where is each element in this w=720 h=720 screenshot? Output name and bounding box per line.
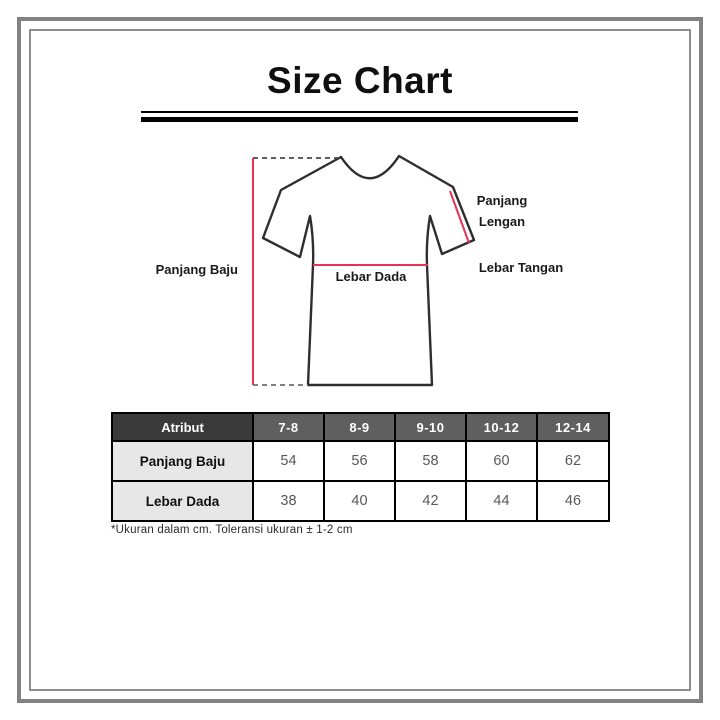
value-cell: 44: [465, 480, 538, 522]
column-header-atribut: Atribut: [111, 412, 254, 442]
column-header-size-8-9: 8-9: [323, 412, 396, 442]
table-row-lebar-dada: Lebar Dada 38 40 42 44 46: [111, 480, 610, 522]
value-cell: 40: [323, 480, 396, 522]
value-cell: 38: [252, 480, 325, 522]
outer-frame-border: [17, 17, 703, 703]
value-cell: 60: [465, 440, 538, 482]
row-label-panjang-baju: Panjang Baju: [111, 440, 254, 482]
value-cell: 46: [536, 480, 610, 522]
label-lebar-dada: Lebar Dada: [335, 269, 407, 284]
column-header-size-10-12: 10-12: [465, 412, 538, 442]
column-header-size-7-8: 7-8: [252, 412, 325, 442]
size-table: Atribut 7-8 8-9 9-10 10-12 12-14 Panjang…: [111, 412, 610, 522]
divider-thick-line: [141, 117, 578, 122]
page-title: Size Chart: [267, 60, 453, 101]
title-divider: [141, 111, 578, 122]
value-cell: 42: [394, 480, 467, 522]
label-panjang-lengan: Panjang Lengan: [458, 190, 546, 232]
tshirt-outline: [261, 154, 476, 387]
sleeve-length-measure-line: [449, 190, 470, 244]
inner-frame-border: [29, 29, 691, 691]
table-row-panjang-baju: Panjang Baju 54 56 58 60 62: [111, 440, 610, 482]
value-cell: 62: [536, 440, 610, 482]
label-panjang-lengan-line1: Panjang: [476, 193, 528, 208]
column-header-size-12-14: 12-14: [536, 412, 610, 442]
tshirt-diagram: [252, 154, 476, 387]
value-cell: 56: [323, 440, 396, 482]
label-panjang-lengan-line2: Lengan: [478, 214, 526, 229]
divider-thin-line: [141, 111, 578, 113]
label-lebar-tangan: Lebar Tangan: [478, 260, 564, 275]
value-cell: 58: [394, 440, 467, 482]
label-panjang-baju: Panjang Baju: [155, 262, 238, 277]
column-header-size-9-10: 9-10: [394, 412, 467, 442]
size-table-header-row: Atribut 7-8 8-9 9-10 10-12 12-14: [111, 412, 610, 442]
footnote-text: *Ukuran dalam cm. Toleransi ukuran ± 1-2…: [111, 524, 353, 536]
row-label-lebar-dada: Lebar Dada: [111, 480, 254, 522]
value-cell: 54: [252, 440, 325, 482]
